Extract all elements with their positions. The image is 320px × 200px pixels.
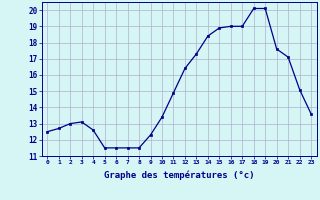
- X-axis label: Graphe des températures (°c): Graphe des températures (°c): [104, 171, 254, 180]
